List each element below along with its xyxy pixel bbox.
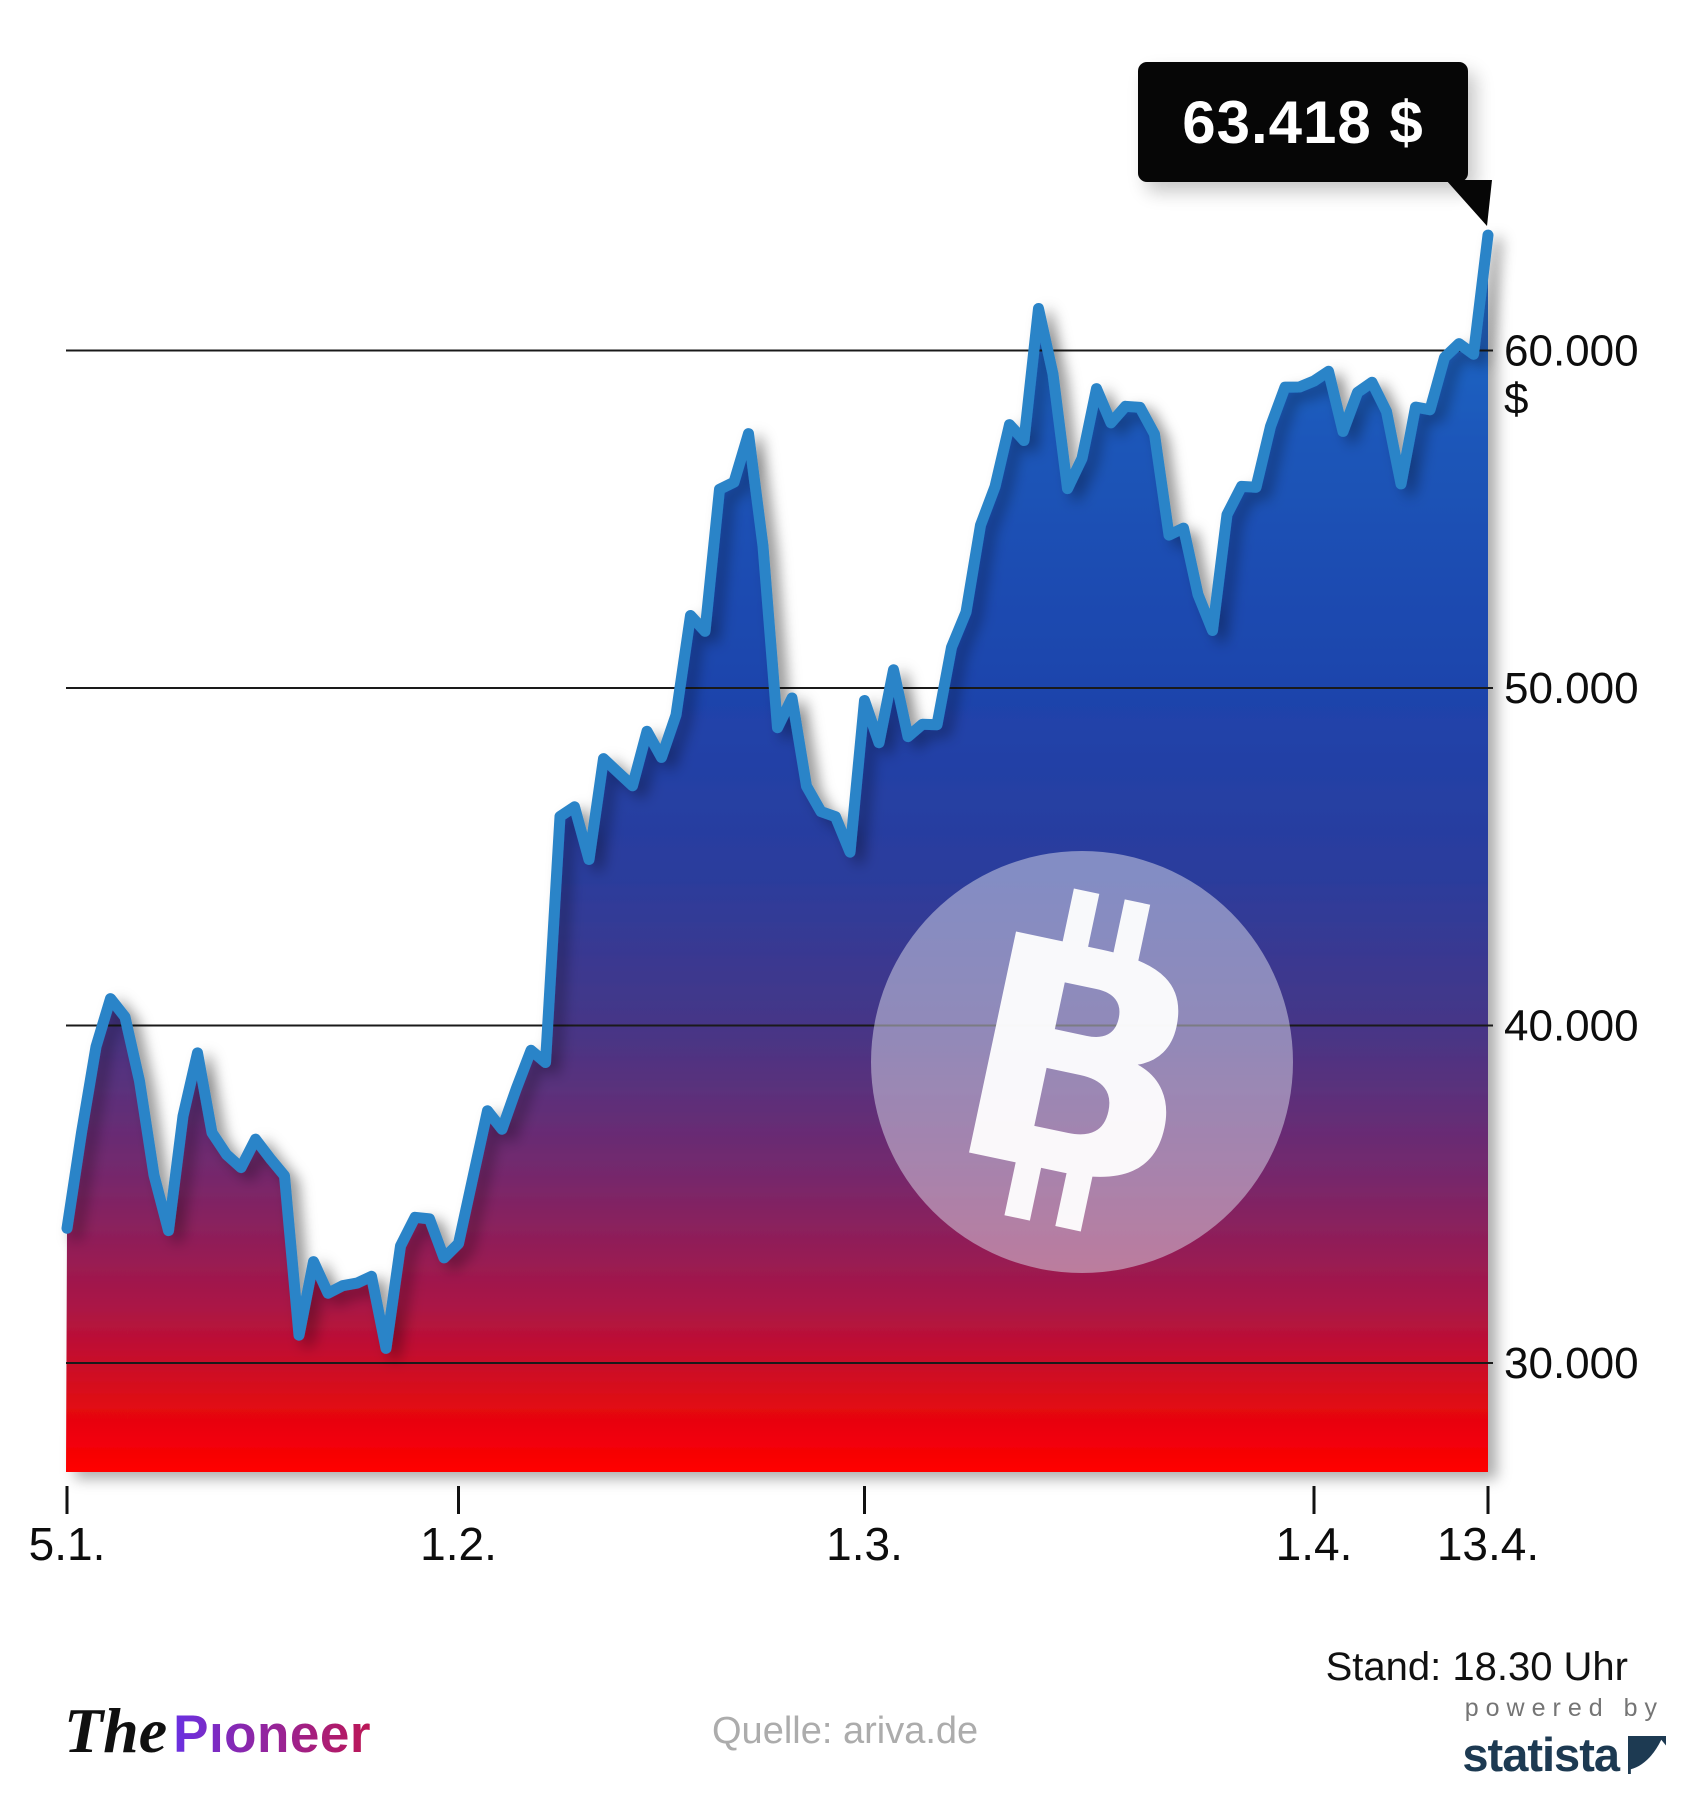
price-callout-value: 63.418 $ — [1182, 88, 1424, 156]
x-axis: 5.1. 1.2. 1.3. 1.4. 13.4. — [29, 1486, 1539, 1570]
y-tick-label-60000: 60.000 — [1504, 327, 1639, 376]
bitcoin-bar-bottom-right — [1055, 1157, 1096, 1232]
source-credit: Quelle: ariva.de — [712, 1710, 979, 1752]
status-timestamp: Stand: 18.30 Uhr — [1325, 1645, 1628, 1689]
pioneer-logo-wordmark: Pıoneer — [173, 1705, 371, 1764]
y-tick-label-40000: 40.000 — [1504, 1002, 1639, 1051]
bitcoin-bar-top-right — [1109, 899, 1151, 976]
watermark-circle — [871, 851, 1293, 1273]
x-tick-label-1.4.: 1.4. — [1276, 1518, 1353, 1570]
y-axis: 30.000 40.000 50.000 60.000$ — [1504, 327, 1639, 1389]
pioneer-logo-the: The — [64, 1695, 168, 1766]
y-tick-label-30000: 30.000 — [1504, 1339, 1639, 1388]
bitcoin-bar-top-left — [1058, 888, 1100, 965]
x-tick-label-1.2.: 1.2. — [420, 1518, 497, 1570]
bitcoin-bar-bottom-left — [1004, 1146, 1045, 1221]
statista-attribution: powered by statista — [1462, 1694, 1666, 1782]
x-tick-label-13.4.: 13.4. — [1437, 1518, 1539, 1570]
statista-logo-icon — [1628, 1735, 1666, 1774]
the-pioneer-logo: The Pıoneer — [64, 1694, 371, 1768]
statista-wordmark: statista — [1462, 1728, 1620, 1781]
x-tick-label-5.1.: 5.1. — [29, 1518, 106, 1570]
price-line — [61, 229, 1494, 1354]
powered-by-label: powered by — [1464, 1694, 1664, 1722]
y-tick-label-50000: 50.000 — [1504, 664, 1639, 713]
callout-tail — [1446, 180, 1492, 226]
bitcoin-watermark: B — [871, 851, 1293, 1273]
price-callout-badge: 63.418 $ — [1138, 62, 1492, 226]
x-tick-label-1.3.: 1.3. — [826, 1518, 903, 1570]
y-tick-suffix-60000: $ — [1504, 375, 1528, 424]
